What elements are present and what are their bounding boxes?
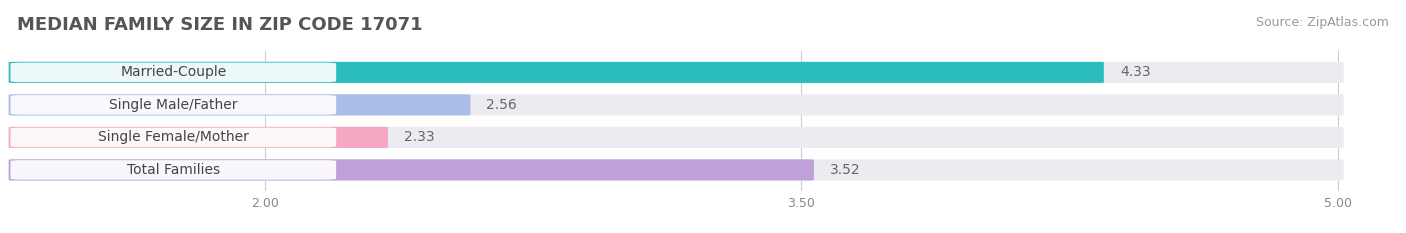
Text: Single Male/Father: Single Male/Father: [110, 98, 238, 112]
FancyBboxPatch shape: [8, 159, 814, 181]
FancyBboxPatch shape: [8, 94, 471, 116]
FancyBboxPatch shape: [10, 63, 336, 82]
Text: 2.56: 2.56: [486, 98, 517, 112]
Text: Total Families: Total Families: [127, 163, 219, 177]
FancyBboxPatch shape: [8, 62, 1104, 83]
Text: Source: ZipAtlas.com: Source: ZipAtlas.com: [1256, 16, 1389, 29]
Text: Married-Couple: Married-Couple: [120, 65, 226, 79]
FancyBboxPatch shape: [10, 95, 336, 115]
FancyBboxPatch shape: [10, 160, 336, 180]
Text: 4.33: 4.33: [1121, 65, 1150, 79]
FancyBboxPatch shape: [8, 62, 1344, 83]
Text: 3.52: 3.52: [830, 163, 860, 177]
Text: Single Female/Mother: Single Female/Mother: [98, 130, 249, 144]
FancyBboxPatch shape: [8, 127, 388, 148]
FancyBboxPatch shape: [8, 127, 1344, 148]
FancyBboxPatch shape: [10, 128, 336, 147]
Text: MEDIAN FAMILY SIZE IN ZIP CODE 17071: MEDIAN FAMILY SIZE IN ZIP CODE 17071: [17, 16, 422, 34]
FancyBboxPatch shape: [8, 94, 1344, 116]
Text: 2.33: 2.33: [404, 130, 434, 144]
FancyBboxPatch shape: [8, 159, 1344, 181]
